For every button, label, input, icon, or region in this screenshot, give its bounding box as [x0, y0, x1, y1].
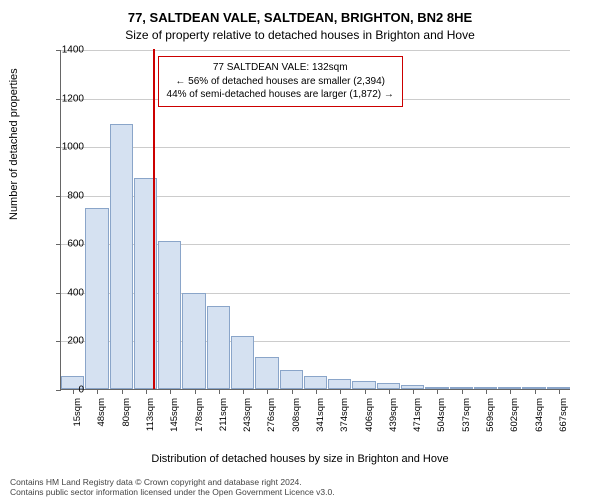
histogram-bar — [328, 379, 351, 389]
x-tick-label: 15sqm — [72, 398, 83, 438]
y-tick-mark — [56, 196, 61, 197]
x-tick-label: 667sqm — [558, 398, 569, 438]
x-tick-label: 211sqm — [218, 398, 229, 438]
x-tick-label: 243sqm — [242, 398, 253, 438]
chart-title-sub: Size of property relative to detached ho… — [0, 28, 600, 42]
y-tick-mark — [56, 244, 61, 245]
y-tick-label: 1000 — [62, 142, 84, 153]
marker-info-box: 77 SALTDEAN VALE: 132sqm← 56% of detache… — [158, 56, 403, 107]
gridline — [61, 50, 570, 51]
y-tick-label: 400 — [67, 287, 84, 298]
x-tick-label: 48sqm — [96, 398, 107, 438]
footer-attribution: Contains HM Land Registry data © Crown c… — [10, 477, 600, 498]
x-tick-mark — [510, 389, 511, 394]
x-tick-mark — [365, 389, 366, 394]
x-tick-mark — [292, 389, 293, 394]
x-tick-mark — [267, 389, 268, 394]
histogram-bar — [110, 124, 133, 389]
x-tick-mark — [243, 389, 244, 394]
y-tick-label: 800 — [67, 190, 84, 201]
x-tick-label: 634sqm — [534, 398, 545, 438]
x-axis-label: Distribution of detached houses by size … — [0, 453, 600, 465]
x-tick-mark — [486, 389, 487, 394]
x-tick-label: 406sqm — [364, 398, 375, 438]
y-tick-mark — [56, 99, 61, 100]
x-tick-mark — [316, 389, 317, 394]
histogram-bar — [304, 376, 327, 389]
x-tick-mark — [97, 389, 98, 394]
x-tick-mark — [437, 389, 438, 394]
x-tick-mark — [413, 389, 414, 394]
marker-info-line: 77 SALTDEAN VALE: 132sqm — [167, 61, 394, 75]
marker-info-line: ← 56% of detached houses are smaller (2,… — [167, 75, 394, 89]
x-tick-label: 145sqm — [169, 398, 180, 438]
x-tick-label: 80sqm — [121, 398, 132, 438]
y-tick-label: 200 — [67, 336, 84, 347]
x-tick-label: 308sqm — [291, 398, 302, 438]
histogram-bar — [280, 370, 303, 389]
x-tick-label: 341sqm — [315, 398, 326, 438]
y-tick-mark — [56, 390, 61, 391]
marker-info-line: 44% of semi-detached houses are larger (… — [167, 88, 394, 102]
histogram-bar — [85, 208, 108, 389]
x-tick-mark — [535, 389, 536, 394]
x-tick-mark — [389, 389, 390, 394]
y-tick-label: 0 — [78, 385, 84, 396]
x-tick-mark — [462, 389, 463, 394]
histogram-bar — [158, 241, 181, 389]
marker-line — [153, 49, 155, 389]
x-tick-label: 602sqm — [509, 398, 520, 438]
x-tick-mark — [122, 389, 123, 394]
histogram-bar — [207, 306, 230, 389]
x-tick-mark — [559, 389, 560, 394]
x-tick-mark — [340, 389, 341, 394]
y-tick-mark — [56, 50, 61, 51]
x-tick-label: 537sqm — [461, 398, 472, 438]
x-tick-mark — [195, 389, 196, 394]
x-tick-mark — [170, 389, 171, 394]
y-tick-label: 1400 — [62, 45, 84, 56]
histogram-bar — [231, 336, 254, 389]
footer-line-1: Contains HM Land Registry data © Crown c… — [10, 477, 600, 488]
x-tick-mark — [219, 389, 220, 394]
x-tick-label: 276sqm — [266, 398, 277, 438]
histogram-bar — [255, 357, 278, 389]
x-tick-label: 439sqm — [388, 398, 399, 438]
x-tick-label: 374sqm — [339, 398, 350, 438]
gridline — [61, 147, 570, 148]
histogram-bar — [182, 293, 205, 389]
footer-line-2: Contains public sector information licen… — [10, 487, 600, 498]
x-tick-label: 504sqm — [436, 398, 447, 438]
histogram-bar — [352, 381, 375, 390]
x-tick-label: 178sqm — [194, 398, 205, 438]
x-tick-label: 471sqm — [412, 398, 423, 438]
y-tick-label: 600 — [67, 239, 84, 250]
x-tick-label: 113sqm — [145, 398, 156, 438]
y-tick-mark — [56, 147, 61, 148]
x-tick-mark — [146, 389, 147, 394]
y-tick-label: 1200 — [62, 93, 84, 104]
chart-title-main: 77, SALTDEAN VALE, SALTDEAN, BRIGHTON, B… — [0, 10, 600, 25]
x-tick-label: 569sqm — [485, 398, 496, 438]
chart-container: 77, SALTDEAN VALE, SALTDEAN, BRIGHTON, B… — [0, 0, 600, 500]
x-tick-mark — [73, 389, 74, 394]
y-tick-mark — [56, 293, 61, 294]
y-axis-label: Number of detached properties — [8, 68, 20, 220]
y-tick-mark — [56, 341, 61, 342]
